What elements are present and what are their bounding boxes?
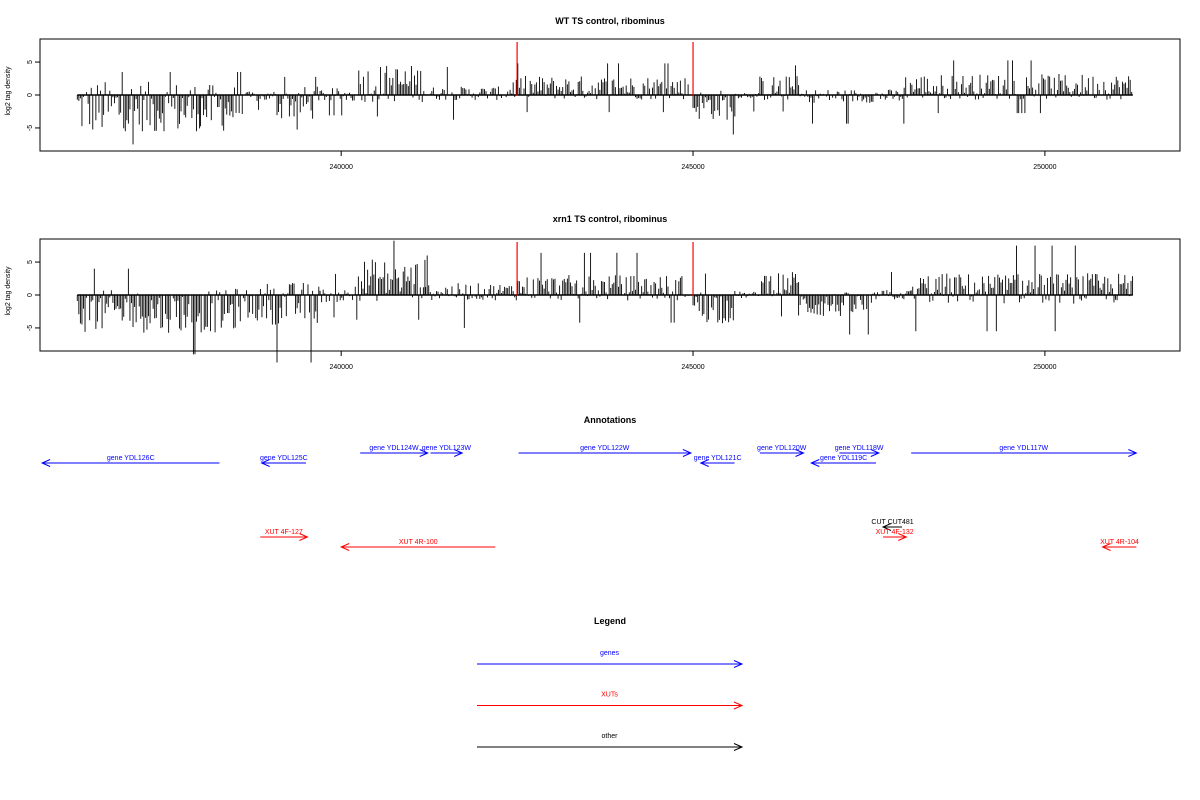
y-tick-label: 5	[27, 60, 34, 64]
feature-arrowhead	[795, 449, 805, 457]
feature-label: XUT 4R-104	[1100, 539, 1139, 546]
y-axis-label: log2 tag density	[5, 66, 12, 116]
feature-label: gene YDL126C	[107, 455, 155, 462]
feature-arrow: gene YDL126C	[40, 455, 220, 467]
feature-arrowhead	[1128, 449, 1138, 457]
feature-arrow: gene YDL118W	[835, 445, 884, 457]
y-tick-label: -5	[27, 325, 34, 331]
y-axis-label: log2 tag density	[5, 266, 12, 316]
legend-arrowhead	[733, 743, 744, 751]
feature-label: gene YDL125C	[260, 455, 308, 462]
feature-arrowhead	[1101, 543, 1111, 551]
feature-arrow: gene YDL125C	[260, 455, 308, 467]
annotation-track: Annotations gene YDL126C gene YDL125C gene…	[40, 415, 1139, 551]
feature-arrowhead	[810, 459, 820, 467]
feature-arrow: CUT CUT481	[871, 519, 914, 531]
feature-arrowhead	[40, 459, 51, 467]
legend-label: XUTs	[601, 692, 618, 699]
legend-label: other	[602, 733, 619, 740]
feature-arrow: XUT 4F-132	[876, 529, 914, 541]
feature-arrow: gene YDL121C	[694, 455, 742, 467]
feature-arrowhead	[870, 449, 881, 457]
y-tick-label: 0	[27, 293, 34, 297]
y-tick-label: -5	[27, 125, 34, 131]
x-tick-label: 245000	[681, 364, 704, 371]
feature-arrowhead	[260, 459, 270, 467]
feature-arrow: XUT 4R-104	[1100, 539, 1139, 551]
x-tick-label: 245000	[681, 164, 704, 171]
feature-label: XUT 4F-132	[876, 529, 914, 536]
feature-label: gene YDL123W	[422, 445, 472, 452]
x-tick-label: 240000	[330, 364, 353, 371]
density-bars	[76, 240, 1134, 363]
xrn1-plot-area: -5 0 5 240000 245000 250000	[27, 238, 1181, 371]
legend-label: genes	[600, 650, 620, 657]
feature-arrowhead	[339, 543, 350, 551]
legend-item: other	[477, 733, 744, 751]
legend-items: genes XUTs other	[477, 650, 744, 751]
feature-arrowhead	[454, 449, 464, 457]
feature-label: gene YDL124W	[369, 445, 419, 452]
wt-plot-area: -5 0 5 240000 245000 250000	[27, 38, 1181, 171]
feature-label: XUT 4R-100	[399, 539, 438, 546]
feature-arrowhead	[898, 533, 908, 541]
legend-arrowhead	[733, 660, 744, 668]
legend: Legend genes XUTs other	[477, 616, 744, 751]
feature-label: gene YDL119C	[820, 455, 867, 462]
feature-arrow: XUT 4R-100	[339, 539, 496, 551]
feature-arrow: gene YDL120W	[757, 445, 807, 457]
feature-arrowhead	[299, 533, 309, 541]
feature-label: gene YDL117W	[999, 445, 1048, 452]
x-tick-label: 250000	[1033, 364, 1056, 371]
feature-arrow: gene YDL117W	[911, 445, 1138, 457]
feature-arrow: gene YDL122W	[518, 445, 693, 457]
feature-arrow: gene YDL119C	[810, 455, 876, 467]
feature-arrowhead	[699, 459, 709, 467]
feature-label: gene YDL120W	[757, 445, 807, 452]
feature-label: gene YDL122W	[580, 445, 630, 452]
feature-label: XUT 4F-127	[265, 529, 303, 536]
density-bars	[76, 60, 1133, 145]
panel-title: WT TS control, ribominus	[555, 16, 665, 26]
feature-arrowhead	[881, 523, 892, 531]
legend-title: Legend	[594, 616, 626, 626]
legend-arrowhead	[733, 701, 744, 710]
legend-item: genes	[477, 650, 744, 668]
xrn1-tag-density-panel: xrn1 TS control, ribominus log2 tag dens…	[5, 214, 1181, 371]
legend-item: XUTs	[477, 692, 744, 710]
annotations-title: Annotations	[584, 415, 637, 425]
feature-label: CUT CUT481	[871, 519, 913, 526]
wt-tag-density-panel: WT TS control, ribominus log2 tag densit…	[5, 16, 1181, 171]
feature-arrowhead	[682, 449, 693, 457]
x-tick-label: 250000	[1033, 164, 1056, 171]
feature-label: gene YDL121C	[694, 455, 742, 462]
feature-arrow: gene YDL124W	[360, 445, 429, 457]
feature-arrow: XUT 4F-127	[260, 529, 309, 541]
feature-arrow: gene YDL123W	[422, 445, 472, 457]
feature-arrowhead	[419, 449, 429, 457]
y-tick-label: 5	[27, 260, 34, 264]
feature-label: gene YDL118W	[835, 445, 884, 452]
x-tick-label: 240000	[330, 164, 353, 171]
panel-title: xrn1 TS control, ribominus	[553, 214, 668, 224]
y-tick-label: 0	[27, 93, 34, 97]
